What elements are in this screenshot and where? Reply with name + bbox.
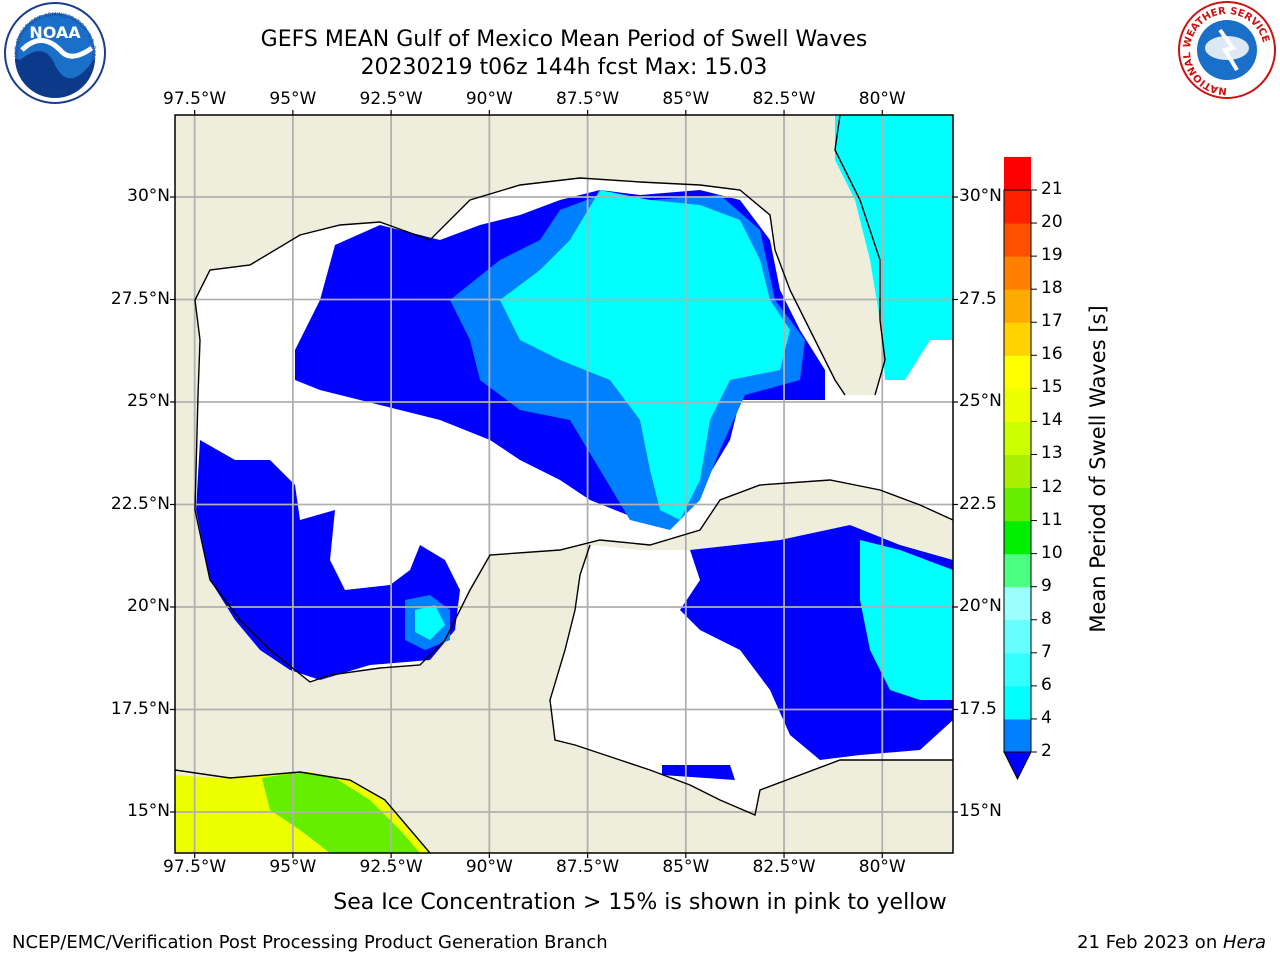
swell-cyan-north <box>500 190 790 520</box>
colorbar-tick-label: 15 <box>1041 377 1063 398</box>
colorbar-tick-label: 13 <box>1041 443 1063 464</box>
map-frame <box>174 114 954 854</box>
lat-tick-label-left: 17.5°N <box>110 698 170 719</box>
colorbar-tick-label: 16 <box>1041 344 1063 365</box>
colorbar-tick-label: 21 <box>1041 179 1063 199</box>
colorbar-segment <box>1004 421 1031 455</box>
lat-tick-label-right: 17.5 <box>959 698 997 719</box>
footer-right: 21 Feb 2023 on Hera <box>1077 932 1266 953</box>
colorbar-segment <box>1004 454 1031 489</box>
lon-tick-label-top: 85°W <box>662 89 710 109</box>
colorbar-segment <box>1004 223 1031 257</box>
colorbar-segment <box>1004 256 1031 290</box>
lon-tick-label-bottom: 80°W <box>858 857 906 877</box>
colorbar-segment <box>1004 520 1031 555</box>
lat-tick-label-left: 15°N <box>127 801 170 821</box>
colorbar-segment <box>1004 685 1031 720</box>
colorbar-label: Mean Period of Swell Waves [s] <box>1086 305 1110 633</box>
colorbar-segment <box>1004 190 1031 224</box>
footer-date: 21 Feb 2023 on <box>1077 932 1223 953</box>
lon-tick-label-top: 90°W <box>465 89 513 109</box>
ice-note: Sea Ice Concentration > 15% is shown in … <box>333 890 947 915</box>
colorbar-segment <box>1004 718 1031 753</box>
lon-tick-label-top: 80°W <box>858 89 906 109</box>
lon-tick-label-bottom: 87.5°W <box>555 857 620 877</box>
lon-tick-label-top: 95°W <box>269 89 317 109</box>
colorbar-segment <box>1004 388 1031 422</box>
colorbar-tick-label: 7 <box>1041 641 1052 662</box>
colorbar-segment <box>1004 586 1031 621</box>
colorbar-tick-label: 12 <box>1041 476 1063 497</box>
lat-tick-label-right: 22.5 <box>959 493 997 514</box>
swell-blue-west <box>196 440 460 680</box>
colorbar-segment <box>1004 322 1031 356</box>
lat-tick-label-right: 20°N <box>959 596 1002 616</box>
colorbar-extend-min <box>1003 751 1032 781</box>
coastline <box>175 115 953 853</box>
colorbar-tick-label: 8 <box>1041 608 1052 629</box>
colorbar-tick-label: 20 <box>1041 212 1063 233</box>
footer-host: Hera <box>1222 932 1266 953</box>
colorbar-segment <box>1004 619 1031 654</box>
lon-tick-label-top: 87.5°W <box>555 89 620 109</box>
lat-tick-label-left: 22.5°N <box>110 493 170 514</box>
lat-tick-label-right: 27.5 <box>959 288 997 309</box>
lat-tick-label-left: 27.5°N <box>110 288 170 309</box>
noaa-logo-text: NOAA <box>29 23 81 42</box>
lon-tick-label-top: 82.5°W <box>752 89 816 109</box>
colorbar-segment <box>1004 289 1031 323</box>
colorbar-tick-label: 17 <box>1041 311 1063 332</box>
swell-blue-honduras <box>662 765 735 780</box>
lat-tick-label-right: 15°N <box>959 801 1002 821</box>
lat-tick-label-left: 20°N <box>127 596 170 616</box>
swell-cyan-florida <box>835 115 953 380</box>
colorbar-segment <box>1004 355 1031 389</box>
lon-tick-label-bottom: 85°W <box>662 857 710 877</box>
colorbar <box>1003 156 1037 781</box>
colorbar-segment <box>1004 652 1031 687</box>
colorbar-tick-label: 4 <box>1041 707 1052 728</box>
lat-tick-label-right: 25°N <box>959 391 1002 411</box>
colorbar-tick-label: 19 <box>1041 245 1063 266</box>
lon-tick-label-top: 92.5°W <box>359 89 423 109</box>
lon-tick-label-bottom: 92.5°W <box>359 857 423 877</box>
lat-tick-label-left: 25°N <box>127 391 170 411</box>
colorbar-tick-label: 11 <box>1041 509 1063 530</box>
lon-tick-label-bottom: 82.5°W <box>752 857 816 877</box>
colorbar-tick-label: 9 <box>1041 575 1052 596</box>
lon-tick-label-bottom: 97.5°W <box>163 857 227 877</box>
colorbar-frame <box>1003 189 1032 753</box>
noaa-logo: NOAA NATIONAL OCEANIC AND ATMOSPHERIC AD… <box>0 0 106 104</box>
lon-tick-label-top: 97.5°W <box>163 89 227 109</box>
swell-cyan-caribbean <box>860 540 953 700</box>
colorbar-tick-label: 6 <box>1041 674 1052 695</box>
lon-tick-label-bottom: 90°W <box>465 857 513 877</box>
chart-subtitle: 20230219 t06z 144h fcst Max: 15.03 <box>360 55 768 80</box>
nws-logo: NATIONAL WEATHER SERVICE <box>1178 1 1276 99</box>
swell-cyan-bay <box>415 605 445 640</box>
footer-left: NCEP/EMC/Verification Post Processing Pr… <box>12 932 608 953</box>
colorbar-tick-label: 18 <box>1041 278 1063 299</box>
lat-tick-label-right: 30°N <box>959 186 1002 206</box>
colorbar-segment <box>1004 156 1031 191</box>
colorbar-tick-label: 2 <box>1041 741 1052 761</box>
colorbar-tick-label: 14 <box>1041 410 1063 431</box>
colorbar-tick-label: 10 <box>1041 542 1063 563</box>
colorbar-segment <box>1004 487 1031 522</box>
gridlines <box>175 115 953 853</box>
colorbar-segment <box>1004 553 1031 588</box>
lat-tick-label-left: 30°N <box>127 186 170 206</box>
chart-title: GEFS MEAN Gulf of Mexico Mean Period of … <box>260 27 868 52</box>
lon-tick-label-bottom: 95°W <box>269 857 317 877</box>
